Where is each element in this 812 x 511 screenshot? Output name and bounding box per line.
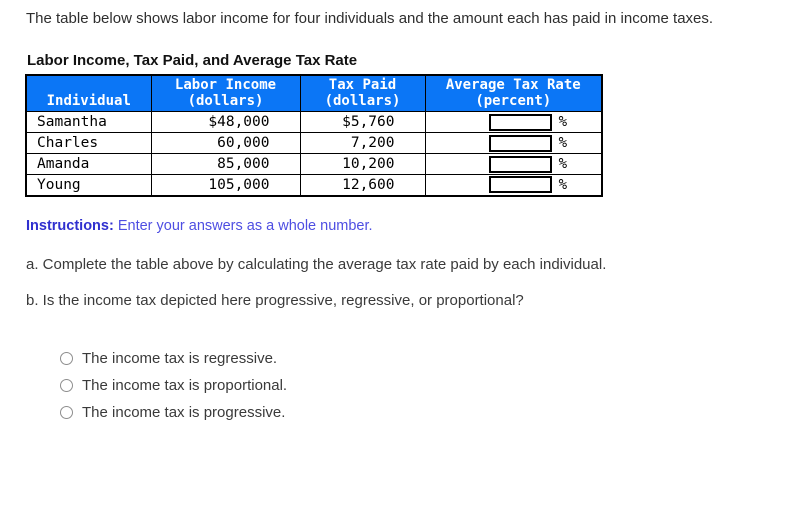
labor-income-cell: 105,000 (150, 174, 301, 196)
tax-paid-cell: 7,200 (299, 132, 426, 154)
tax-paid-cell: 10,200 (299, 153, 426, 175)
option-label: The income tax is progressive. (82, 404, 286, 421)
avg-tax-rate-input-row3[interactable] (488, 155, 552, 173)
header-avg-tax-rate: Average Tax Rate (percent) (424, 74, 603, 112)
question-b: b. Is the income tax depicted here progr… (26, 292, 524, 309)
table-header-row: Individual Labor Income (dollars) Tax Pa… (25, 74, 603, 112)
individual-cell: Charles (25, 132, 152, 154)
table-row: Samantha $48,000 $5,760 % (25, 111, 603, 133)
header-labor-income: Labor Income (dollars) (150, 74, 301, 112)
radio-icon[interactable] (60, 352, 73, 365)
option-label: The income tax is regressive. (82, 350, 278, 367)
avg-tax-rate-cell: % (424, 111, 603, 133)
header-labor-income-line1: Labor Income (174, 77, 277, 93)
individual-cell: Young (25, 174, 152, 196)
labor-income-cell: 60,000 (150, 132, 301, 154)
header-individual: Individual (25, 74, 152, 112)
radio-option-progressive[interactable]: The income tax is progressive. (60, 399, 287, 426)
header-tax-paid-line1: Tax Paid (328, 77, 397, 93)
individual-cell: Samantha (25, 111, 152, 133)
header-avg-tax-rate-line1: Average Tax Rate (445, 77, 581, 93)
individual-cell: Amanda (25, 153, 152, 175)
tax-paid-cell: $5,760 (299, 111, 426, 133)
radio-option-proportional[interactable]: The income tax is proportional. (60, 372, 287, 399)
question-a: a. Complete the table above by calculati… (26, 256, 607, 273)
instructions-label: Instructions: (26, 218, 114, 234)
tax-paid-cell: 12,600 (299, 174, 426, 196)
radio-option-regressive[interactable]: The income tax is regressive. (60, 345, 287, 372)
avg-tax-rate-input-row4[interactable] (488, 176, 552, 194)
table-title: Labor Income, Tax Paid, and Average Tax … (27, 52, 358, 69)
table-row: Amanda 85,000 10,200 % (25, 153, 603, 175)
instructions-line: Instructions: Enter your answers as a wh… (26, 218, 373, 234)
table-row: Young 105,000 12,600 % (25, 174, 603, 196)
header-tax-paid: Tax Paid (dollars) (299, 74, 426, 112)
percent-label: % (558, 156, 567, 172)
intro-text: The table below shows labor income for f… (26, 10, 714, 27)
avg-tax-rate-input-row1[interactable] (488, 113, 552, 131)
answer-options: The income tax is regressive. The income… (60, 345, 287, 426)
header-avg-tax-rate-line2: (percent) (475, 93, 552, 109)
percent-label: % (558, 114, 567, 130)
labor-income-table: Individual Labor Income (dollars) Tax Pa… (25, 74, 603, 197)
labor-income-cell: 85,000 (150, 153, 301, 175)
avg-tax-rate-cell: % (424, 132, 603, 154)
option-label: The income tax is proportional. (82, 377, 288, 394)
labor-income-cell: $48,000 (150, 111, 301, 133)
header-individual-label: Individual (46, 93, 131, 109)
radio-icon[interactable] (60, 406, 73, 419)
radio-icon[interactable] (60, 379, 73, 392)
percent-label: % (558, 176, 567, 193)
avg-tax-rate-cell: % (424, 174, 603, 196)
avg-tax-rate-cell: % (424, 153, 603, 175)
instructions-text: Enter your answers as a whole number. (117, 218, 373, 234)
header-labor-income-line2: (dollars) (187, 93, 264, 109)
table-row: Charles 60,000 7,200 % (25, 132, 603, 154)
percent-label: % (558, 135, 567, 151)
header-tax-paid-line2: (dollars) (324, 93, 401, 109)
avg-tax-rate-input-row2[interactable] (488, 134, 552, 152)
